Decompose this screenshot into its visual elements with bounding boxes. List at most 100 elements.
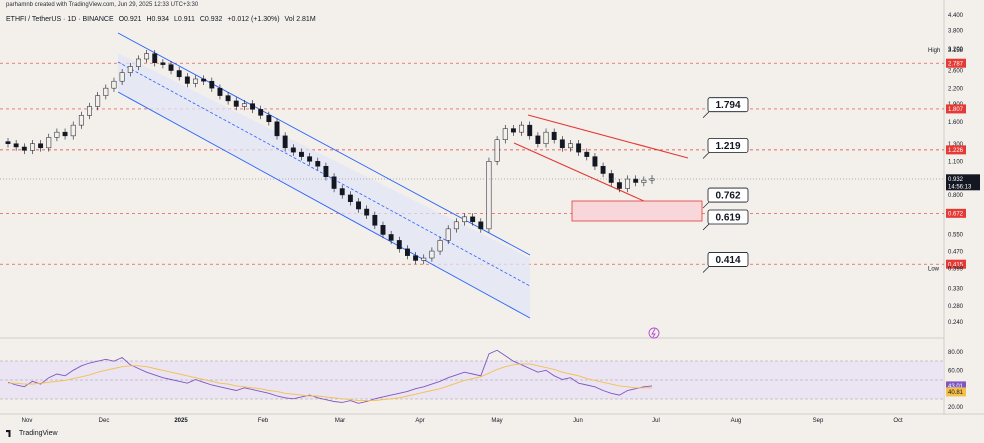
candle[interactable]	[625, 175, 630, 193]
candle[interactable]	[462, 213, 467, 226]
candle[interactable]	[494, 136, 500, 166]
lightning-icon[interactable]	[648, 327, 660, 339]
candle[interactable]	[266, 111, 272, 126]
rsi-line[interactable]	[7, 349, 653, 404]
candle[interactable]	[13, 140, 19, 151]
candle[interactable]	[478, 218, 484, 233]
candle[interactable]	[30, 140, 35, 155]
candle[interactable]	[323, 162, 329, 181]
candle[interactable]	[568, 140, 573, 152]
candle[interactable]	[307, 152, 313, 166]
channel-mid-line[interactable]	[117, 61, 531, 287]
footer-brand[interactable]: TradingView	[19, 430, 58, 437]
candle[interactable]	[527, 121, 533, 140]
candle[interactable]	[347, 191, 353, 206]
price-callout[interactable]: 1.219	[702, 138, 749, 159]
wedge-upper-line[interactable]	[527, 114, 689, 159]
candle[interactable]	[502, 124, 508, 144]
candle[interactable]	[535, 132, 541, 148]
candle[interactable]	[217, 84, 223, 100]
candle[interactable]	[184, 73, 190, 88]
candle[interactable]	[70, 121, 76, 140]
channel-lower-line[interactable]	[117, 91, 531, 319]
candle[interactable]	[404, 245, 410, 260]
support-zone[interactable]	[571, 200, 703, 222]
candle[interactable]	[608, 169, 614, 187]
candle[interactable]	[152, 50, 158, 67]
candle[interactable]	[584, 148, 590, 161]
candle[interactable]	[470, 213, 476, 226]
price-callout[interactable]: 0.619	[702, 209, 749, 231]
candle[interactable]	[592, 152, 598, 170]
candle[interactable]	[543, 128, 549, 148]
candle[interactable]	[633, 175, 639, 187]
candle[interactable]	[453, 218, 459, 233]
candle[interactable]	[111, 77, 117, 92]
candle[interactable]	[103, 84, 109, 100]
candle[interactable]	[299, 148, 304, 161]
candle[interactable]	[241, 100, 247, 111]
candle[interactable]	[429, 247, 435, 262]
candle[interactable]	[576, 140, 582, 156]
candle[interactable]	[62, 128, 68, 140]
candle[interactable]	[315, 157, 321, 170]
candle[interactable]	[135, 55, 141, 71]
candle[interactable]	[119, 68, 125, 85]
candle[interactable]	[510, 124, 516, 136]
candle[interactable]	[233, 97, 239, 111]
candle[interactable]	[600, 162, 606, 178]
candle[interactable]	[339, 184, 345, 199]
candle[interactable]	[78, 111, 84, 129]
candle[interactable]	[559, 136, 565, 152]
candle[interactable]	[445, 225, 451, 245]
candle[interactable]	[396, 236, 402, 253]
candle[interactable]	[144, 50, 150, 63]
candle[interactable]	[486, 157, 492, 233]
candle[interactable]	[282, 132, 288, 152]
candle[interactable]	[641, 176, 647, 187]
candle[interactable]	[201, 75, 207, 85]
candle[interactable]	[364, 205, 370, 219]
candle[interactable]	[95, 91, 101, 111]
rsi-ma-line[interactable]	[8, 363, 653, 402]
price-callout[interactable]: 0.762	[702, 187, 749, 209]
candle[interactable]	[193, 75, 198, 88]
candle[interactable]	[168, 60, 174, 75]
channel-upper-line[interactable]	[117, 32, 531, 256]
candle[interactable]	[127, 62, 133, 77]
candle[interactable]	[54, 128, 60, 142]
candle[interactable]	[21, 143, 27, 155]
candle[interactable]	[356, 198, 361, 213]
candle[interactable]	[290, 144, 296, 156]
candle[interactable]	[160, 59, 166, 69]
candle[interactable]	[421, 254, 427, 265]
tradingview-logo-icon[interactable]	[6, 430, 11, 437]
candle[interactable]	[380, 221, 386, 239]
candle[interactable]	[413, 252, 419, 265]
candle[interactable]	[274, 118, 280, 140]
candle[interactable]	[551, 128, 557, 144]
price-callout[interactable]: 0.414	[702, 252, 749, 273]
candle[interactable]	[5, 137, 11, 148]
candle[interactable]	[87, 102, 92, 120]
candle[interactable]	[46, 133, 52, 152]
candle[interactable]	[649, 175, 655, 184]
candle[interactable]	[331, 173, 337, 193]
candle[interactable]	[225, 91, 231, 105]
candle[interactable]	[209, 77, 215, 92]
candle[interactable]	[437, 236, 443, 255]
candle[interactable]	[250, 100, 256, 114]
symbol-name[interactable]: ETHFI / TetherUS · 1D · BINANCE	[6, 16, 114, 23]
candle[interactable]	[372, 211, 378, 230]
candle[interactable]	[519, 121, 525, 136]
candle[interactable]	[38, 140, 44, 152]
wedge-lower-line[interactable]	[513, 142, 665, 211]
candle[interactable]	[176, 66, 182, 81]
candle[interactable]	[388, 230, 394, 245]
price-callout[interactable]: 1.794	[702, 97, 749, 118]
price-axis[interactable]: 4.400 3.800 3.200 High 3.158 2.787 2.600 2.200 1…	[928, 13, 980, 326]
candle[interactable]	[616, 178, 622, 193]
time-axis[interactable]: Nov Dec 2025 Feb Mar Apr May Jun Jul Aug Sep Oct	[22, 418, 903, 424]
candle[interactable]	[258, 105, 264, 120]
